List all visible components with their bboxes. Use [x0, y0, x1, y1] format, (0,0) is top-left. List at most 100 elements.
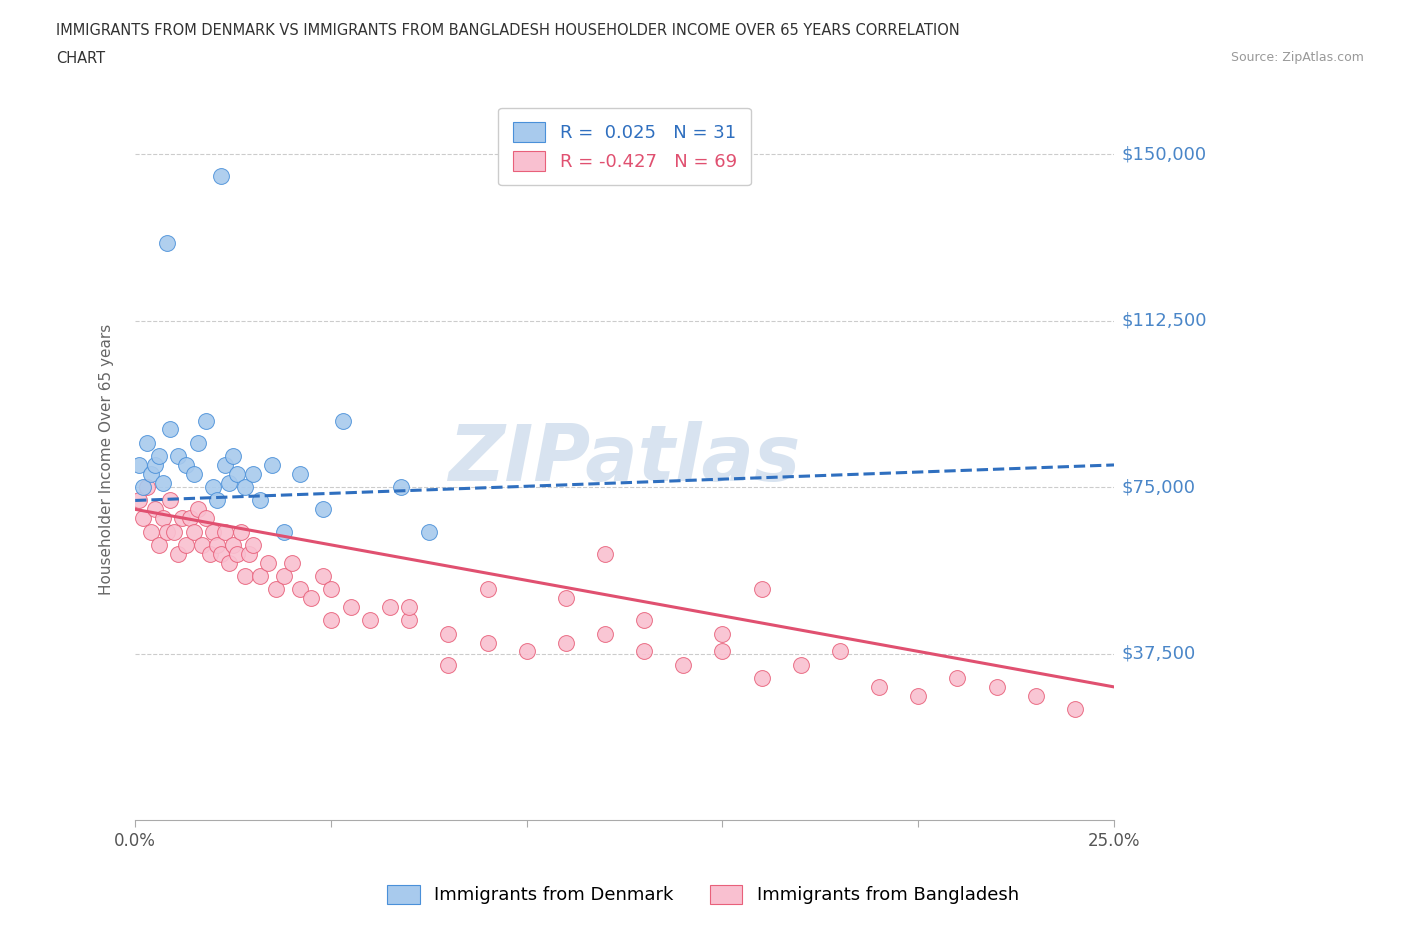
Legend: Immigrants from Denmark, Immigrants from Bangladesh: Immigrants from Denmark, Immigrants from… — [380, 877, 1026, 911]
Point — [233, 568, 256, 583]
Point — [751, 582, 773, 597]
Point — [1063, 701, 1085, 716]
Point — [281, 555, 304, 570]
Point — [187, 502, 209, 517]
Point — [437, 626, 460, 641]
Text: $150,000: $150,000 — [1122, 145, 1206, 163]
Legend: R =  0.025   N = 31, R = -0.427   N = 69: R = 0.025 N = 31, R = -0.427 N = 69 — [498, 108, 751, 185]
Point — [233, 480, 256, 495]
Point — [136, 435, 159, 450]
Point — [202, 525, 225, 539]
Point — [238, 546, 260, 561]
Point — [312, 568, 335, 583]
Point — [1025, 688, 1047, 703]
Point — [194, 413, 217, 428]
Text: Source: ZipAtlas.com: Source: ZipAtlas.com — [1230, 51, 1364, 64]
Point — [790, 658, 813, 672]
Point — [183, 525, 205, 539]
Point — [672, 658, 695, 672]
Point — [633, 613, 655, 628]
Point — [183, 466, 205, 481]
Point — [391, 480, 413, 495]
Point — [226, 546, 249, 561]
Point — [257, 555, 280, 570]
Point — [437, 658, 460, 672]
Point — [209, 169, 232, 184]
Point — [242, 538, 264, 552]
Point — [593, 546, 616, 561]
Point — [152, 475, 174, 490]
Point — [222, 448, 245, 463]
Point — [312, 502, 335, 517]
Point — [378, 600, 401, 615]
Y-axis label: Householder Income Over 65 years: Householder Income Over 65 years — [100, 324, 114, 595]
Point — [554, 591, 576, 605]
Point — [398, 600, 420, 615]
Point — [152, 511, 174, 525]
Point — [299, 591, 322, 605]
Point — [155, 235, 177, 250]
Point — [319, 582, 342, 597]
Point — [477, 582, 499, 597]
Point — [214, 458, 236, 472]
Point — [132, 511, 155, 525]
Text: $37,500: $37,500 — [1122, 644, 1197, 662]
Point — [249, 493, 271, 508]
Point — [477, 635, 499, 650]
Point — [167, 448, 190, 463]
Point — [148, 538, 170, 552]
Point — [198, 546, 221, 561]
Point — [339, 600, 361, 615]
Point — [194, 511, 217, 525]
Point — [319, 613, 342, 628]
Point — [174, 538, 197, 552]
Point — [132, 480, 155, 495]
Point — [202, 480, 225, 495]
Point — [986, 680, 1008, 695]
Point — [359, 613, 381, 628]
Point — [143, 502, 166, 517]
Point — [288, 466, 311, 481]
Point — [167, 546, 190, 561]
Text: ZIPatlas: ZIPatlas — [449, 421, 801, 498]
Point — [593, 626, 616, 641]
Point — [128, 458, 150, 472]
Point — [907, 688, 929, 703]
Point — [159, 422, 181, 437]
Point — [209, 546, 232, 561]
Point — [218, 555, 240, 570]
Point — [139, 466, 162, 481]
Point — [242, 466, 264, 481]
Point — [828, 644, 851, 658]
Point — [946, 671, 969, 685]
Point — [273, 525, 295, 539]
Point — [179, 511, 201, 525]
Point — [143, 458, 166, 472]
Point — [711, 626, 734, 641]
Point — [190, 538, 212, 552]
Point — [207, 538, 229, 552]
Point — [222, 538, 245, 552]
Point — [172, 511, 194, 525]
Point — [128, 493, 150, 508]
Point — [711, 644, 734, 658]
Point — [273, 568, 295, 583]
Point — [207, 493, 229, 508]
Point — [174, 458, 197, 472]
Point — [633, 644, 655, 658]
Point — [214, 525, 236, 539]
Text: $112,500: $112,500 — [1122, 312, 1208, 329]
Text: IMMIGRANTS FROM DENMARK VS IMMIGRANTS FROM BANGLADESH HOUSEHOLDER INCOME OVER 65: IMMIGRANTS FROM DENMARK VS IMMIGRANTS FR… — [56, 23, 960, 38]
Point — [264, 582, 287, 597]
Point — [332, 413, 354, 428]
Point — [136, 480, 159, 495]
Point — [163, 525, 186, 539]
Point — [249, 568, 271, 583]
Point — [226, 466, 249, 481]
Point — [187, 435, 209, 450]
Point — [288, 582, 311, 597]
Point — [159, 493, 181, 508]
Text: CHART: CHART — [56, 51, 105, 66]
Point — [516, 644, 538, 658]
Point — [229, 525, 252, 539]
